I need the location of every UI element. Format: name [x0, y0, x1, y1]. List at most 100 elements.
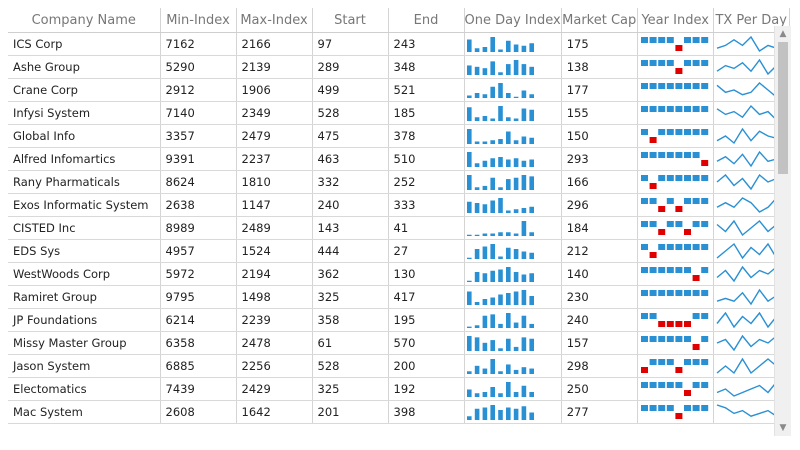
cell-min-index[interactable]: 2638	[160, 193, 237, 217]
table-row[interactable]: Missy Master Group 6358 2478 61 570 157	[8, 331, 790, 355]
cell-start[interactable]: 332	[312, 170, 389, 194]
cell-max-index[interactable]: 2239	[236, 308, 313, 332]
cell-min-index[interactable]: 7439	[160, 377, 237, 401]
one-day-index-sparkcolumn[interactable]	[464, 78, 562, 102]
cell-min-index[interactable]: 6885	[160, 354, 237, 378]
cell-company-name[interactable]: Mac System	[8, 400, 161, 424]
data-grid[interactable]: Company Name Min-Index Max-Index Start E…	[8, 8, 790, 436]
tx-per-day-sparkline[interactable]	[713, 101, 790, 125]
year-index-winloss[interactable]	[637, 331, 714, 355]
table-row[interactable]: ICS Corp 7162 2166 97 243 175	[8, 32, 790, 56]
cell-min-index[interactable]: 4957	[160, 239, 237, 263]
cell-market-cap[interactable]: 296	[561, 193, 638, 217]
cell-end[interactable]: 243	[388, 32, 465, 56]
year-index-winloss[interactable]	[637, 101, 714, 125]
year-index-winloss[interactable]	[637, 193, 714, 217]
cell-start[interactable]: 475	[312, 124, 389, 148]
cell-start[interactable]: 143	[312, 216, 389, 240]
cell-company-name[interactable]: Alfred Infomartics	[8, 147, 161, 171]
year-index-winloss[interactable]	[637, 239, 714, 263]
year-index-winloss[interactable]	[637, 377, 714, 401]
header-start[interactable]: Start	[312, 8, 389, 33]
cell-start[interactable]: 358	[312, 308, 389, 332]
cell-end[interactable]: 252	[388, 170, 465, 194]
cell-market-cap[interactable]: 138	[561, 55, 638, 79]
table-row[interactable]: JP Foundations 6214 2239 358 195 240	[8, 308, 790, 332]
cell-start[interactable]: 444	[312, 239, 389, 263]
cell-market-cap[interactable]: 150	[561, 124, 638, 148]
cell-max-index[interactable]: 2166	[236, 32, 313, 56]
header-one-day-index[interactable]: One Day Index	[464, 8, 562, 33]
tx-per-day-sparkline[interactable]	[713, 331, 790, 355]
cell-max-index[interactable]: 1524	[236, 239, 313, 263]
tx-per-day-sparkline[interactable]	[713, 78, 790, 102]
cell-end[interactable]: 333	[388, 193, 465, 217]
header-year-index[interactable]: Year Index	[637, 8, 714, 33]
cell-end[interactable]: 510	[388, 147, 465, 171]
one-day-index-sparkcolumn[interactable]	[464, 377, 562, 401]
table-row[interactable]: Jason System 6885 2256 528 200 298	[8, 354, 790, 378]
cell-start[interactable]: 528	[312, 354, 389, 378]
cell-max-index[interactable]: 2489	[236, 216, 313, 240]
table-row[interactable]: EDS Sys 4957 1524 444 27 212	[8, 239, 790, 263]
year-index-winloss[interactable]	[637, 285, 714, 309]
cell-max-index[interactable]: 1147	[236, 193, 313, 217]
cell-max-index[interactable]: 2256	[236, 354, 313, 378]
cell-market-cap[interactable]: 230	[561, 285, 638, 309]
table-row[interactable]: Rany Pharmaticals 8624 1810 332 252 166	[8, 170, 790, 194]
cell-end[interactable]: 27	[388, 239, 465, 263]
cell-min-index[interactable]: 8624	[160, 170, 237, 194]
cell-company-name[interactable]: ICS Corp	[8, 32, 161, 56]
table-row[interactable]: Crane Corp 2912 1906 499 521 177	[8, 78, 790, 102]
cell-start[interactable]: 97	[312, 32, 389, 56]
cell-market-cap[interactable]: 250	[561, 377, 638, 401]
cell-max-index[interactable]: 1810	[236, 170, 313, 194]
cell-start[interactable]: 528	[312, 101, 389, 125]
one-day-index-sparkcolumn[interactable]	[464, 331, 562, 355]
cell-end[interactable]: 185	[388, 101, 465, 125]
cell-company-name[interactable]: Jason System	[8, 354, 161, 378]
cell-market-cap[interactable]: 293	[561, 147, 638, 171]
cell-market-cap[interactable]: 175	[561, 32, 638, 56]
cell-market-cap[interactable]: 212	[561, 239, 638, 263]
table-row[interactable]: Ramiret Group 9795 1498 325 417 230	[8, 285, 790, 309]
year-index-winloss[interactable]	[637, 32, 714, 56]
scrollbar-thumb[interactable]	[778, 42, 788, 174]
cell-market-cap[interactable]: 166	[561, 170, 638, 194]
cell-market-cap[interactable]: 140	[561, 262, 638, 286]
year-index-winloss[interactable]	[637, 147, 714, 171]
cell-min-index[interactable]: 8989	[160, 216, 237, 240]
year-index-winloss[interactable]	[637, 354, 714, 378]
cell-max-index[interactable]: 1906	[236, 78, 313, 102]
cell-max-index[interactable]: 1498	[236, 285, 313, 309]
one-day-index-sparkcolumn[interactable]	[464, 285, 562, 309]
one-day-index-sparkcolumn[interactable]	[464, 216, 562, 240]
table-row[interactable]: WestWoods Corp 5972 2194 362 130 140	[8, 262, 790, 286]
one-day-index-sparkcolumn[interactable]	[464, 124, 562, 148]
year-index-winloss[interactable]	[637, 216, 714, 240]
cell-min-index[interactable]: 5290	[160, 55, 237, 79]
cell-start[interactable]: 499	[312, 78, 389, 102]
table-row[interactable]: Ashe Group 5290 2139 289 348 138	[8, 55, 790, 79]
cell-max-index[interactable]: 2349	[236, 101, 313, 125]
cell-start[interactable]: 240	[312, 193, 389, 217]
cell-start[interactable]: 325	[312, 285, 389, 309]
cell-end[interactable]: 41	[388, 216, 465, 240]
cell-company-name[interactable]: Missy Master Group	[8, 331, 161, 355]
one-day-index-sparkcolumn[interactable]	[464, 32, 562, 56]
cell-company-name[interactable]: WestWoods Corp	[8, 262, 161, 286]
cell-min-index[interactable]: 7140	[160, 101, 237, 125]
cell-market-cap[interactable]: 177	[561, 78, 638, 102]
cell-market-cap[interactable]: 157	[561, 331, 638, 355]
year-index-winloss[interactable]	[637, 400, 714, 424]
cell-company-name[interactable]: Exos Informatic System	[8, 193, 161, 217]
cell-company-name[interactable]: Crane Corp	[8, 78, 161, 102]
cell-company-name[interactable]: Ashe Group	[8, 55, 161, 79]
one-day-index-sparkcolumn[interactable]	[464, 354, 562, 378]
one-day-index-sparkcolumn[interactable]	[464, 170, 562, 194]
one-day-index-sparkcolumn[interactable]	[464, 101, 562, 125]
cell-end[interactable]: 378	[388, 124, 465, 148]
cell-min-index[interactable]: 3357	[160, 124, 237, 148]
table-row[interactable]: Mac System 2608 1642 201 398 277	[8, 400, 790, 424]
cell-max-index[interactable]: 2237	[236, 147, 313, 171]
